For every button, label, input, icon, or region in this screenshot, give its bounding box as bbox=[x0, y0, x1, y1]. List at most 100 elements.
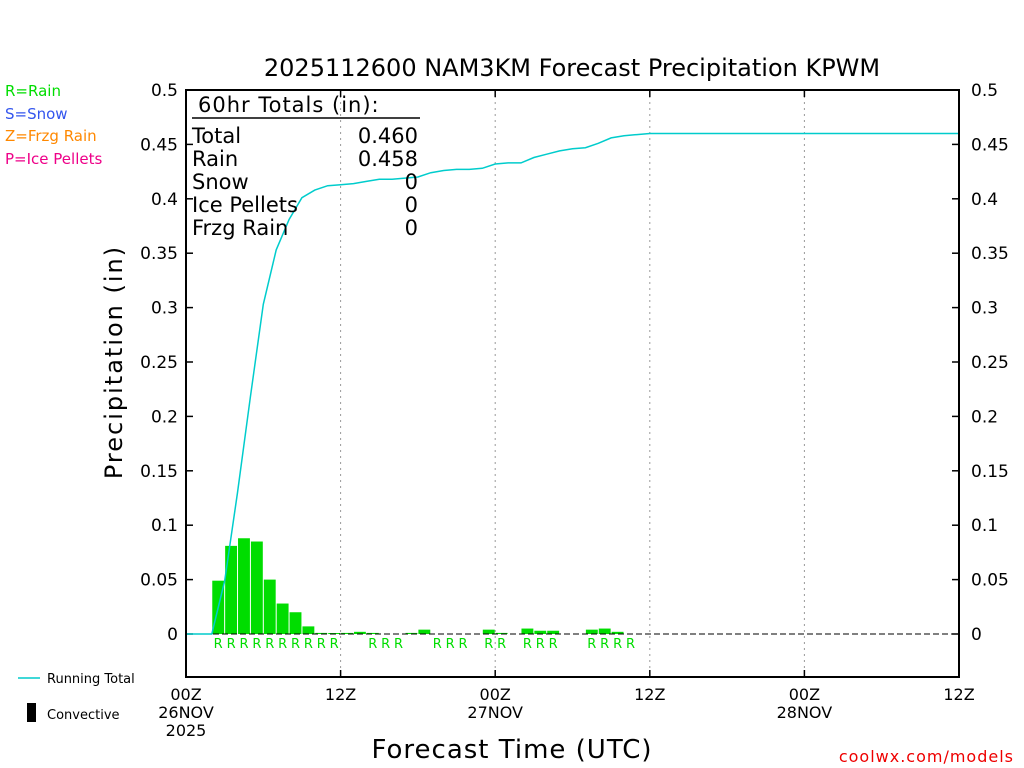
y-tick-label-left: 0.25 bbox=[140, 353, 178, 373]
rain-bar bbox=[276, 603, 289, 634]
rain-flag: R bbox=[368, 637, 377, 652]
rain-flag: R bbox=[626, 637, 635, 652]
y-tick-label-left: 0.2 bbox=[151, 407, 178, 427]
x-tick-label: 00Z bbox=[480, 685, 511, 704]
totals-label-frzg-rain: Frzg Rain bbox=[192, 216, 288, 240]
running-total-line bbox=[186, 132, 959, 635]
rain-flag: R bbox=[549, 637, 558, 652]
totals-heading: 60hr Totals (in): bbox=[198, 93, 380, 117]
x-tick-label: 28NOV bbox=[777, 703, 833, 722]
legend-ice-pellets: P=Ice Pellets bbox=[5, 150, 102, 168]
x-tick-label: 2025 bbox=[166, 721, 207, 740]
rain-bar bbox=[585, 629, 598, 634]
legend-running-total: Running Total bbox=[47, 672, 135, 687]
rain-flag: R bbox=[536, 637, 545, 652]
rain-bar bbox=[405, 632, 418, 634]
y-axis-ticks: 0 00.05 0.050.1 0.10.15 0.150.2 0.20.25 0.250.… bbox=[140, 81, 1009, 645]
totals-value-total: 0.460 bbox=[358, 124, 418, 148]
rain-flag: R bbox=[278, 637, 287, 652]
rain-flag: R bbox=[394, 637, 403, 652]
rain-flag: R bbox=[613, 637, 622, 652]
rain-bar bbox=[534, 630, 547, 634]
totals-box: 60hr Totals (in): Total 0.460 Rain 0.458… bbox=[191, 93, 420, 240]
rain-flag: R bbox=[381, 637, 390, 652]
y-axis-label: Precipitation (in) bbox=[100, 245, 128, 479]
bottom-legend: Running Total Convective bbox=[18, 672, 135, 723]
totals-label-total: Total bbox=[191, 124, 241, 148]
y-tick-label-right: 0.3 bbox=[971, 299, 998, 319]
rain-flag: R bbox=[265, 637, 274, 652]
rain-flag: R bbox=[239, 637, 248, 652]
rain-bar bbox=[495, 632, 508, 634]
totals-value-ice-pellets: 0 bbox=[405, 193, 418, 217]
legend-snow: S=Snow bbox=[5, 105, 68, 123]
rain-bar bbox=[547, 630, 560, 634]
y-tick-label-left: 0.15 bbox=[140, 462, 178, 482]
rain-bar bbox=[598, 628, 611, 634]
x-axis-label: Forecast Time (UTC) bbox=[371, 735, 652, 765]
rain-bar bbox=[263, 579, 276, 634]
convective-swatch bbox=[27, 703, 36, 722]
y-tick-label-left: 0.45 bbox=[140, 135, 178, 155]
legend-convective: Convective bbox=[47, 708, 120, 723]
vertical-gridlines bbox=[340, 90, 805, 677]
y-tick-label-right: 0.35 bbox=[971, 244, 1009, 264]
ptype-legend: R=Rain S=Snow Z=Frzg Rain P=Ice Pellets bbox=[5, 82, 102, 168]
rain-flag: R bbox=[458, 637, 467, 652]
credit-text: coolwx.com/models bbox=[839, 747, 1014, 766]
y-tick-label-right: 0.4 bbox=[971, 190, 998, 210]
plot-frame bbox=[185, 89, 960, 678]
rain-bar bbox=[482, 629, 495, 634]
rain-flag: R bbox=[214, 637, 223, 652]
rain-flag: R bbox=[227, 637, 236, 652]
y-tick-label-right: 0.2 bbox=[971, 407, 998, 427]
rain-bar bbox=[353, 631, 366, 634]
y-tick-label-right: 0.45 bbox=[971, 135, 1009, 155]
totals-label-rain: Rain bbox=[192, 147, 238, 171]
totals-label-snow: Snow bbox=[192, 170, 249, 194]
x-tick-label: 26NOV bbox=[158, 703, 214, 722]
y-tick-label-left: 0.5 bbox=[151, 81, 178, 101]
totals-value-rain: 0.458 bbox=[358, 147, 418, 171]
rain-flag: R bbox=[330, 637, 339, 652]
y-tick-label-right: 0.15 bbox=[971, 462, 1009, 482]
legend-rain: R=Rain bbox=[5, 82, 61, 100]
x-tick-label: 00Z bbox=[789, 685, 820, 704]
rain-bar bbox=[611, 631, 624, 634]
chart-title: 2025112600 NAM3KM Forecast Precipitation… bbox=[264, 54, 880, 82]
x-tick-label: 00Z bbox=[170, 685, 201, 704]
x-tick-label: 12Z bbox=[943, 685, 974, 704]
rain-bar bbox=[250, 541, 263, 634]
rain-flag: R bbox=[587, 637, 596, 652]
y-tick-label-right: 0 bbox=[971, 625, 982, 645]
y-tick-label-right: 0.25 bbox=[971, 353, 1009, 373]
totals-value-frzg-rain: 0 bbox=[405, 216, 418, 240]
rain-bar bbox=[289, 612, 302, 634]
y-tick-label-left: 0.3 bbox=[151, 299, 178, 319]
y-tick-label-left: 0.35 bbox=[140, 244, 178, 264]
rain-flag: R bbox=[252, 637, 261, 652]
y-tick-label-left: 0.05 bbox=[140, 571, 178, 591]
rain-bar bbox=[238, 538, 250, 634]
y-tick-label-right: 0.5 bbox=[971, 81, 998, 101]
y-tick-label-right: 0.1 bbox=[971, 516, 998, 536]
y-tick-label-left: 0.4 bbox=[151, 190, 178, 210]
y-tick-label-right: 0.05 bbox=[971, 571, 1009, 591]
y-tick-label-left: 0.1 bbox=[151, 516, 178, 536]
rain-flag: R bbox=[600, 637, 609, 652]
rain-flag: R bbox=[317, 637, 326, 652]
rain-flag: R bbox=[497, 637, 506, 652]
rain-flag: R bbox=[484, 637, 493, 652]
totals-value-snow: 0 bbox=[405, 170, 418, 194]
rain-flag: R bbox=[523, 637, 532, 652]
rain-bar bbox=[521, 628, 534, 634]
rain-flag: R bbox=[291, 637, 300, 652]
rain-flag: R bbox=[446, 637, 455, 652]
rain-bar bbox=[315, 632, 328, 634]
y-tick-label-left: 0 bbox=[167, 625, 178, 645]
rain-bar bbox=[225, 545, 238, 634]
